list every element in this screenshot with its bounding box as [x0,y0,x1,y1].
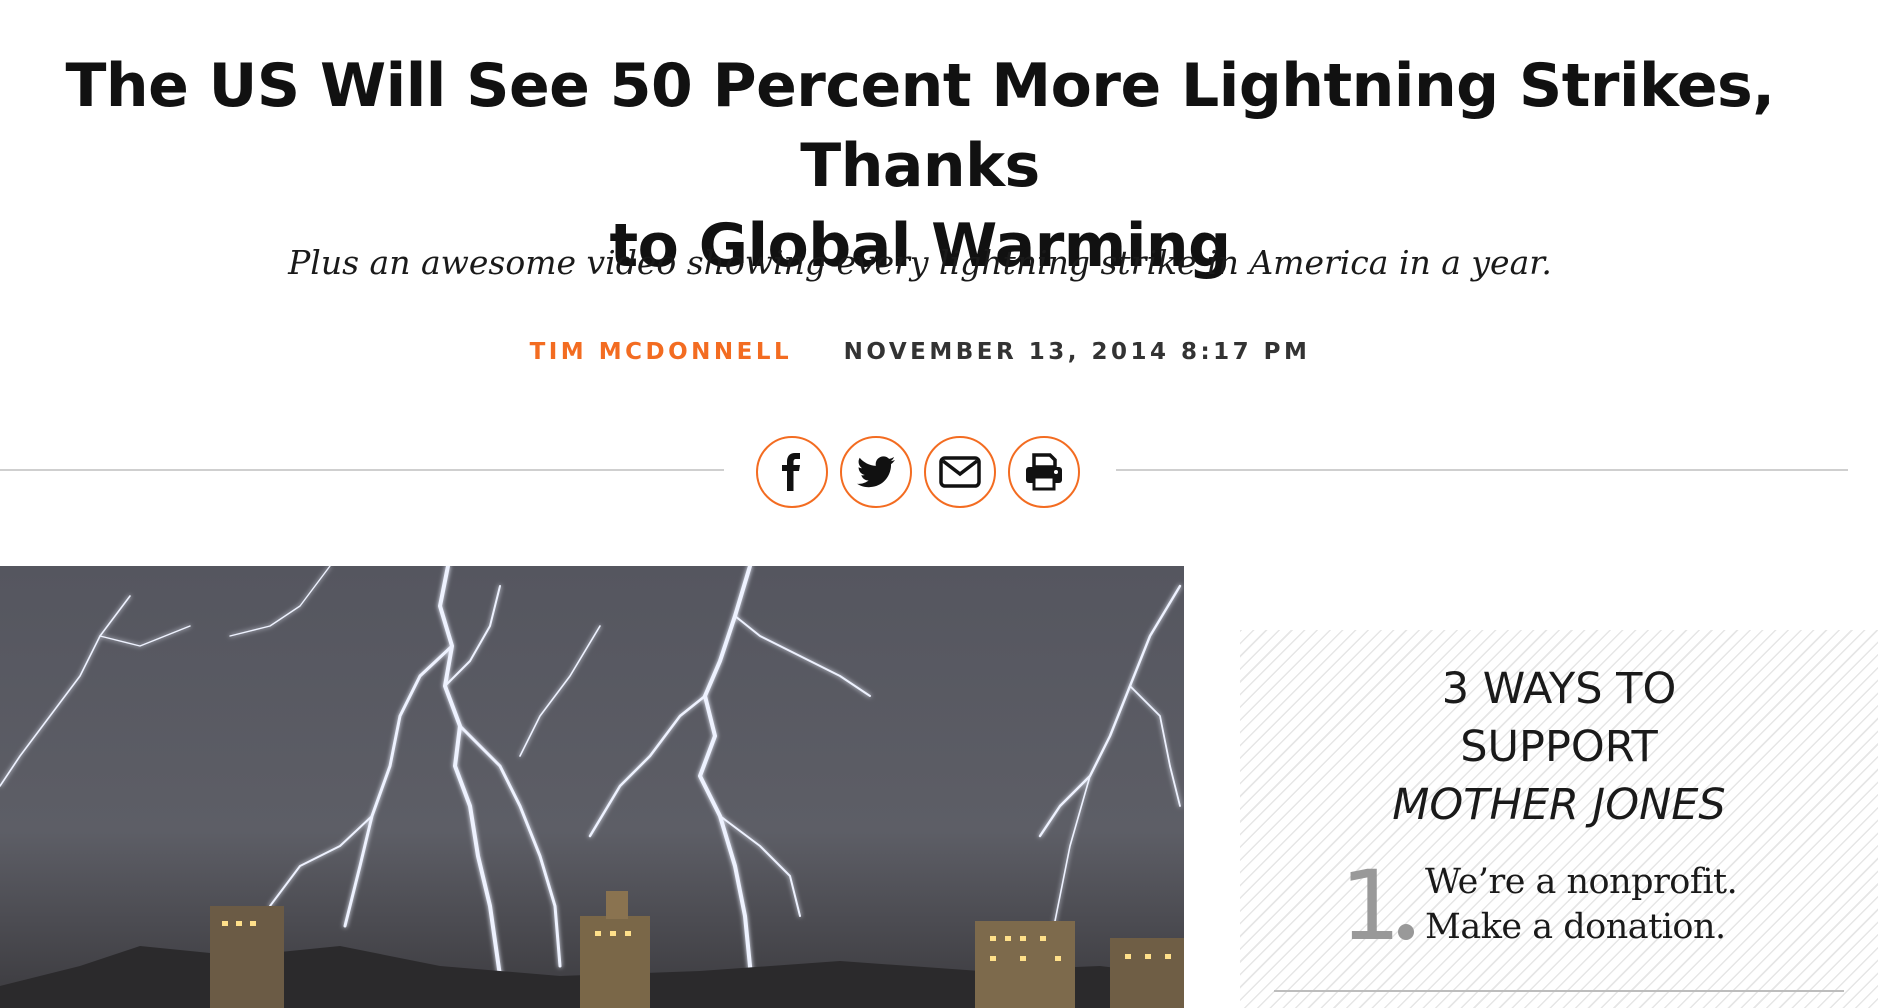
facebook-icon [782,453,800,491]
step-number: 1 [1340,850,1401,962]
print-button[interactable] [1008,436,1080,508]
publish-date: November 13, 2014 8:17 PM [843,339,1311,365]
author-link[interactable]: Tim McDonnell [529,339,793,365]
support-step-donate[interactable]: 1 We’re a nonprofit. Make a donation. [1290,856,1850,976]
support-title-line-3: MOTHER JONES [1392,780,1726,830]
twitter-icon [857,456,895,488]
lightning-city-photo [0,566,1184,1008]
share-divider-right [1116,469,1848,471]
article-dek: Plus an awesome video showing every ligh… [288,243,1552,282]
step-text-line-2: Make a donation. [1425,907,1726,947]
support-title-line-2: SUPPORT [1460,722,1658,772]
support-sidebar: 3 WAYS TO SUPPORT MOTHER JONES 1 We’re a… [1240,630,1878,1008]
headline-line-1: The US Will See 50 Percent More Lightnin… [65,51,1775,201]
email-icon [939,456,981,488]
article-headline: The US Will See 50 Percent More Lightnin… [0,46,1840,286]
support-title: 3 WAYS TO SUPPORT MOTHER JONES [1240,660,1878,834]
share-divider-left [0,469,724,471]
facebook-share-button[interactable] [756,436,828,508]
email-share-button[interactable] [924,436,996,508]
step-text-line-1: We’re a nonprofit. [1425,862,1738,902]
twitter-share-button[interactable] [840,436,912,508]
step-number-dot [1398,924,1414,940]
step-text: We’re a nonprofit. Make a donation. [1425,860,1738,950]
step-divider [1274,990,1844,992]
hero-image-lightning [0,566,1184,1008]
headline-line-2: to Global Warming [609,211,1231,281]
support-title-line-1: 3 WAYS TO [1441,664,1677,714]
print-icon [1026,453,1062,491]
byline: Tim McDonnell November 13, 2014 8:17 PM [0,337,1840,367]
share-bar [756,436,1080,508]
